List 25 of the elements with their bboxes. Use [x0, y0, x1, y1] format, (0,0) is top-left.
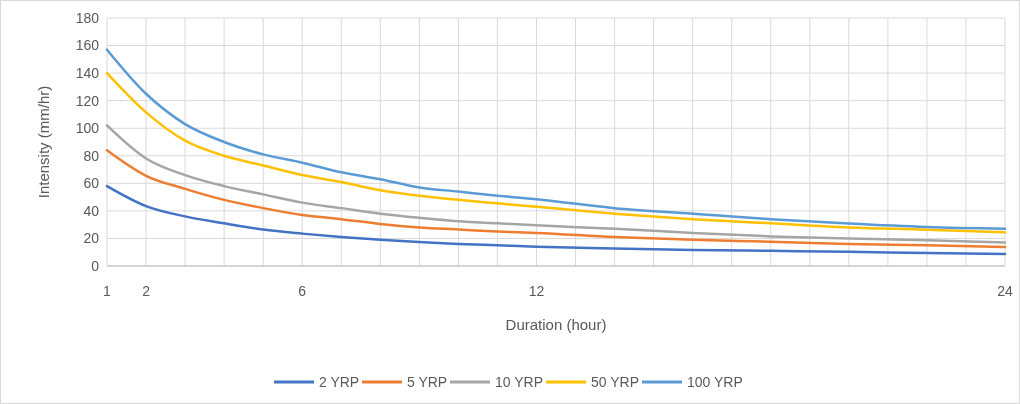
x-tick-label: 2: [142, 283, 151, 299]
y-tick-label: 180: [75, 9, 100, 26]
x-tick-label: 1: [103, 283, 112, 299]
x-tick-label: 24: [997, 283, 1013, 299]
legend-label: 100 YRP: [687, 373, 743, 390]
legend-label: 10 YRP: [495, 373, 543, 390]
legend-label: 50 YRP: [591, 373, 639, 390]
y-tick-label: 0: [91, 257, 100, 274]
x-axis-title: Duration (hour): [505, 316, 607, 333]
legend-label: 5 YRP: [407, 373, 448, 390]
y-tick-label: 120: [75, 92, 100, 109]
y-tick-label: 160: [75, 37, 100, 54]
y-tick-label: 100: [75, 120, 100, 137]
y-tick-label: 20: [83, 230, 100, 247]
legend-label: 2 YRP: [319, 373, 360, 390]
y-axis-title: Intensity (mm/hr): [35, 85, 52, 199]
line-series: [105, 149, 1007, 249]
y-tick-label: 40: [83, 202, 100, 219]
x-tick-label: 6: [298, 283, 307, 299]
y-tick-label: 140: [75, 65, 100, 82]
x-tick-label: 12: [528, 283, 545, 299]
y-tick-label: 60: [83, 175, 100, 192]
line-series: [105, 124, 1007, 244]
line-series: [105, 184, 1007, 256]
y-tick-label: 80: [83, 147, 100, 164]
